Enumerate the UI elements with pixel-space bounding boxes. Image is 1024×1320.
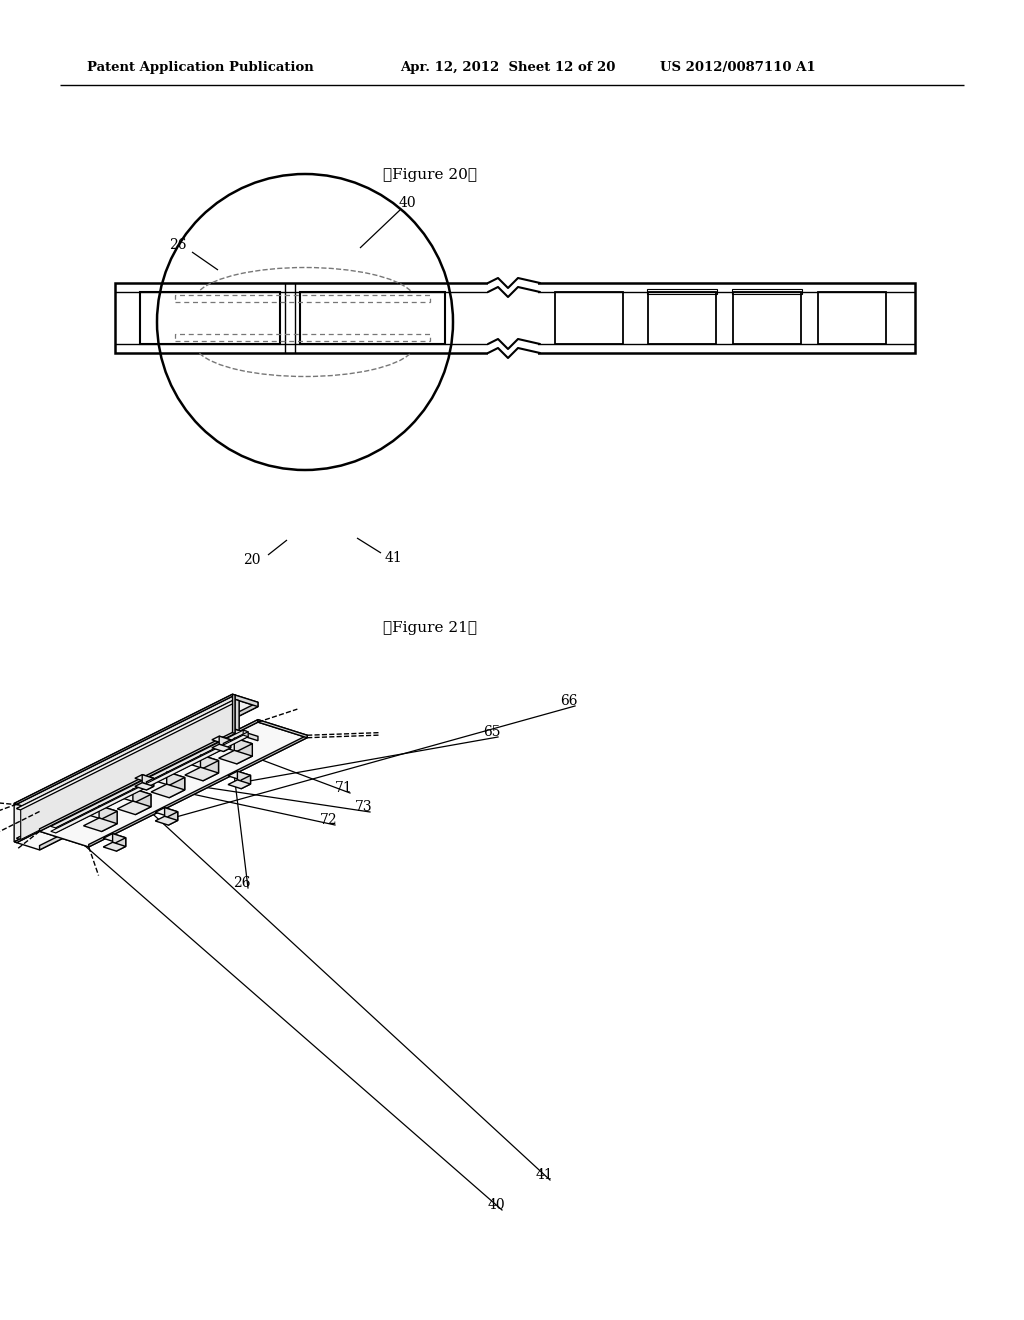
Polygon shape [40,722,307,847]
Polygon shape [103,834,126,842]
Polygon shape [99,805,117,824]
Polygon shape [20,701,239,840]
Polygon shape [168,812,178,825]
Polygon shape [212,737,230,743]
Polygon shape [152,784,184,797]
Polygon shape [201,755,218,774]
Polygon shape [14,733,234,842]
Polygon shape [223,739,230,751]
Polygon shape [228,771,251,780]
Polygon shape [101,812,117,832]
Polygon shape [16,734,258,850]
Polygon shape [185,767,218,781]
Polygon shape [142,775,154,787]
Polygon shape [55,731,248,833]
Polygon shape [103,842,126,851]
Polygon shape [156,816,178,825]
Polygon shape [219,738,252,751]
Polygon shape [135,783,154,789]
Polygon shape [219,737,230,748]
Text: 71: 71 [335,781,353,795]
Polygon shape [118,788,151,803]
Bar [488,280,538,356]
Polygon shape [40,702,258,816]
Text: 66: 66 [560,694,578,708]
Polygon shape [228,780,251,789]
Polygon shape [51,735,248,833]
Polygon shape [212,744,230,751]
Polygon shape [16,700,239,810]
Bar [175,294,430,302]
Polygon shape [40,719,258,832]
Polygon shape [16,729,258,846]
Polygon shape [16,696,258,812]
Text: Patent Application Publication: Patent Application Publication [87,62,313,74]
Text: 【Figure 20】: 【Figure 20】 [383,168,477,182]
Polygon shape [135,795,151,814]
Polygon shape [146,779,154,789]
Polygon shape [243,730,248,737]
Polygon shape [237,743,252,764]
Polygon shape [203,760,218,781]
Text: US 2012/0087110 A1: US 2012/0087110 A1 [660,62,816,74]
Polygon shape [40,829,89,847]
Polygon shape [16,700,258,816]
Polygon shape [234,696,258,706]
Bar [115,282,915,352]
Polygon shape [16,729,239,840]
Text: Apr. 12, 2012  Sheet 12 of 20: Apr. 12, 2012 Sheet 12 of 20 [400,62,615,74]
Text: 26: 26 [233,876,251,890]
Polygon shape [118,801,151,814]
Polygon shape [258,719,307,738]
Polygon shape [234,700,239,730]
Text: 26: 26 [169,238,186,252]
Polygon shape [84,818,117,832]
Text: 73: 73 [355,800,373,814]
Text: 20: 20 [244,553,261,568]
Polygon shape [165,808,178,821]
Text: 【Figure 21】: 【Figure 21】 [383,620,477,635]
Text: 41: 41 [384,550,401,565]
Polygon shape [133,788,151,807]
Polygon shape [238,771,251,784]
Polygon shape [167,772,184,789]
Polygon shape [16,696,234,842]
Polygon shape [89,735,307,847]
Polygon shape [234,738,252,756]
Polygon shape [51,730,248,828]
Polygon shape [219,750,252,764]
Polygon shape [234,729,258,741]
Polygon shape [242,775,251,789]
Text: 65: 65 [483,725,501,739]
Bar [647,289,717,294]
Polygon shape [156,808,178,817]
Text: 40: 40 [398,195,416,210]
Bar [732,289,802,294]
Polygon shape [113,834,126,846]
Polygon shape [169,777,184,797]
Polygon shape [185,755,218,768]
Polygon shape [84,805,117,820]
Text: 41: 41 [536,1168,553,1181]
Polygon shape [152,772,184,785]
Text: 40: 40 [487,1199,505,1212]
Bar [300,292,445,345]
Bar [648,292,716,345]
Bar [818,292,886,345]
Polygon shape [40,737,258,850]
Bar [140,292,280,345]
Text: 72: 72 [321,813,338,828]
Polygon shape [135,775,154,781]
Polygon shape [40,719,307,845]
Polygon shape [14,694,232,842]
Bar [733,292,801,345]
Polygon shape [232,694,234,734]
Polygon shape [14,694,234,804]
Bar [555,292,623,345]
Polygon shape [117,838,126,851]
Bar [175,334,430,341]
